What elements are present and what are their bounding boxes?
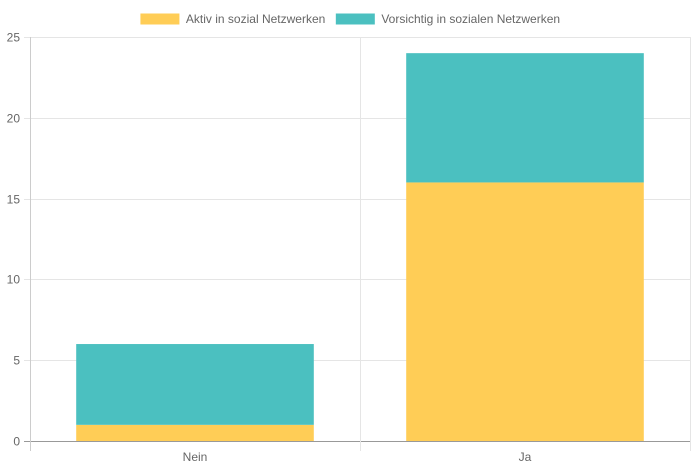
bar-segment-nein-series-2[interactable] bbox=[76, 344, 314, 425]
legend-label: Aktiv in sozial Netzwerken bbox=[186, 12, 325, 26]
axes: 0 5 10 15 20 25 Nein Ja bbox=[7, 31, 532, 465]
y-tick-label: 25 bbox=[7, 31, 21, 45]
legend-swatch bbox=[334, 12, 376, 26]
legend-item-2[interactable]: Vorsichtig in sozialen Netzwerken bbox=[334, 12, 560, 26]
legend-swatch bbox=[139, 12, 181, 26]
legend: Aktiv in sozial Netzwerken Vorsichtig in … bbox=[139, 12, 560, 26]
y-tick-label: 20 bbox=[7, 112, 21, 126]
y-tick-label: 0 bbox=[13, 435, 20, 449]
legend-item-1[interactable]: Aktiv in sozial Netzwerken bbox=[139, 12, 325, 26]
x-tick-label: Nein bbox=[183, 450, 208, 464]
legend-label: Vorsichtig in sozialen Netzwerken bbox=[381, 12, 560, 26]
x-tick-label: Ja bbox=[519, 450, 532, 464]
bars bbox=[76, 53, 644, 441]
bar-segment-ja-series-2[interactable] bbox=[406, 53, 644, 183]
y-tick-label: 15 bbox=[7, 193, 21, 207]
y-tick-label: 5 bbox=[13, 354, 20, 368]
bar-segment-ja-series-1[interactable] bbox=[406, 182, 644, 441]
bar-segment-nein-series-1[interactable] bbox=[76, 424, 314, 441]
y-tick-label: 10 bbox=[7, 273, 21, 287]
